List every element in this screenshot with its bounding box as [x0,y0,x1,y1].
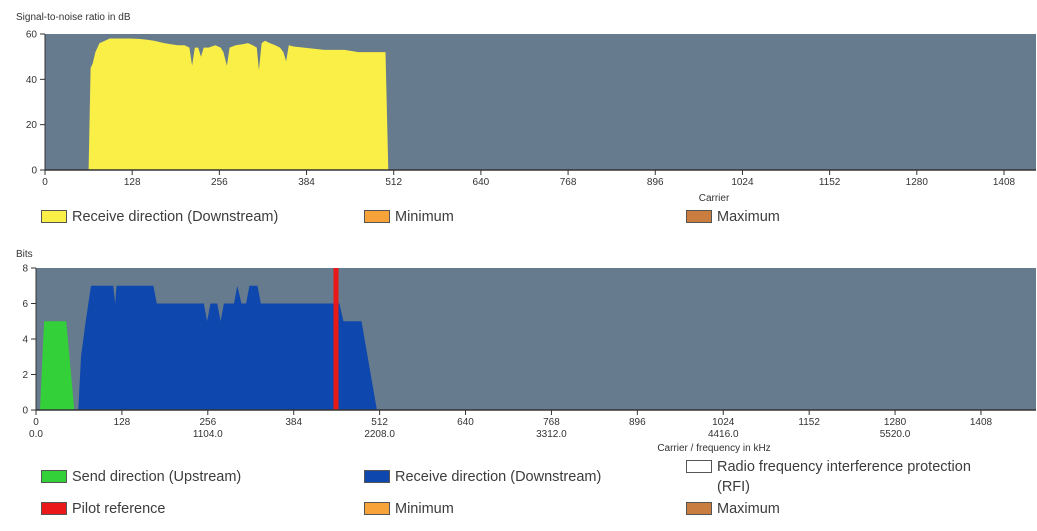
bits-axes: 0 2 4 6 8 0 128 256 384 512 640 768 896 1024 1152 1280 1… [22,264,1036,440]
bits-y-tick-label: 4 [22,335,28,346]
bits-x-tick-label: 0 [33,417,39,428]
snr-y-tick-label: 20 [26,120,38,131]
legend-label: Radio frequency interference protection … [717,459,971,495]
legend-swatch [686,210,712,223]
legend-swatch [41,210,67,223]
bits-chart: Bits 0 2 4 6 8 0 128 256 384 512 640 768 896 1024 1152… [16,249,1036,454]
snr-x-tick-label: 384 [298,177,315,188]
bits-y-tick-label: 8 [22,264,28,275]
snr-y-axis-title: Signal-to-noise ratio in dB [16,12,131,23]
snr-axes: 0 20 40 60 0 128 256 384 512 640 768 896 1024 1152 128… [26,30,1036,188]
legend-bits-rfi[interactable]: Radio frequency interference protection … [686,457,996,497]
snr-y-tick-label: 60 [26,30,38,41]
snr-x-tick-label: 1152 [819,177,841,188]
snr-x-tick-label: 1408 [993,177,1016,188]
snr-x-tick-label: 256 [211,177,228,188]
bits-x-tick-label: 896 [629,417,646,428]
snr-x-axis-title: Carrier [699,193,730,204]
bits-series-1 [40,321,75,410]
legend-swatch [364,502,390,515]
bits-y-tick-label: 6 [22,299,28,310]
bits-y-tick-label: 0 [22,406,28,417]
bits-y-tick-label: 2 [22,370,28,381]
legend-label: Minimum [395,209,454,225]
legend-swatch [686,460,712,473]
snr-x-tick-label: 0 [42,177,48,188]
bits-x-tick-label: 640 [457,417,474,428]
bits-x-axis-title: Carrier / frequency in kHz [657,443,770,454]
bits-series-2 [78,285,377,410]
legend-bits-downstream[interactable]: Receive direction (Downstream) [364,467,601,487]
legend-swatch [41,502,67,515]
bits-x-tick-label: 1152 [798,417,820,428]
legend-bits-upstream[interactable]: Send direction (Upstream) [41,467,241,487]
legend-label: Receive direction (Downstream) [72,209,279,225]
bits-x-tick-label: 512 [371,417,388,428]
bits-x-tick-label: 1280 [884,417,907,428]
bits-freq-tick-label: 3312.0 [536,429,567,440]
legend-bits-minimum[interactable]: Minimum [364,499,454,519]
bits-freq-tick-label: 1104.0 [193,429,223,440]
snr-y-tick-label: 0 [31,166,37,177]
legend-label: Maximum [717,501,780,517]
snr-x-tick-label: 1280 [906,177,929,188]
snr-y-tick-label: 40 [26,75,38,86]
snr-x-tick-label: 896 [647,177,664,188]
legend-label: Minimum [395,501,454,517]
bits-series-group [40,268,377,410]
legend-snr-minimum[interactable]: Minimum [364,207,454,227]
legend-snr-downstream[interactable]: Receive direction (Downstream) [41,207,278,227]
legend-label: Maximum [717,209,780,225]
bits-y-axis-title: Bits [16,249,33,260]
bits-x-tick-label: 256 [199,417,216,428]
snr-x-tick-label: 128 [124,177,141,188]
snr-x-tick-label: 768 [560,177,577,188]
bits-x-tick-label: 1024 [712,417,735,428]
bits-pilot-line [333,268,339,410]
snr-series-group [88,38,389,170]
bits-freq-tick-label: 5520.0 [880,429,911,440]
snr-x-tick-label: 640 [473,177,490,188]
bits-x-tick-label: 1408 [970,417,993,428]
bits-x-tick-label: 384 [285,417,302,428]
legend-label: Send direction (Upstream) [72,469,242,485]
snr-x-tick-label: 1024 [731,177,754,188]
legend-snr-maximum[interactable]: Maximum [686,207,780,227]
bits-freq-tick-label: 0.0 [29,429,43,440]
bits-x-tick-label: 128 [114,417,131,428]
legend-swatch [364,210,390,223]
bits-freq-tick-label: 2208.0 [364,429,395,440]
legend-swatch [364,470,390,483]
snr-series-1 [88,38,389,170]
legend-bits-maximum[interactable]: Maximum [686,499,780,519]
legend-label: Receive direction (Downstream) [395,469,602,485]
snr-chart: Signal-to-noise ratio in dB 0 20 40 60 0 128 2… [16,12,1036,204]
bits-freq-tick-label: 4416.0 [708,429,739,440]
legend-swatch [41,470,67,483]
bits-x-tick-label: 768 [543,417,560,428]
legend-swatch [686,502,712,515]
snr-x-tick-label: 512 [385,177,402,188]
legend-label: Pilot reference [72,501,166,517]
legend-bits-pilot[interactable]: Pilot reference [41,499,166,519]
